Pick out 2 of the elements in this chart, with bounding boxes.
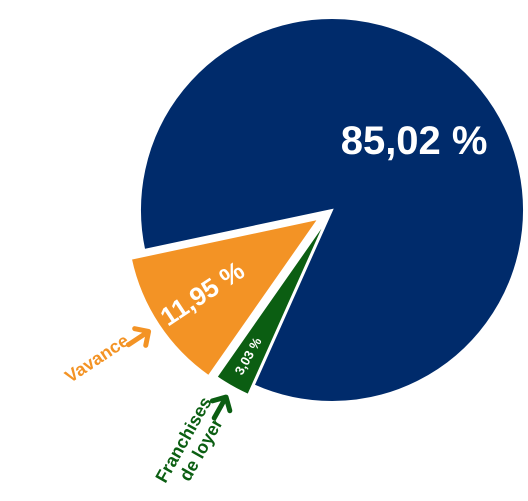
data-label: 85,02 % [340,119,488,164]
data-label: 3,03 % [232,334,265,378]
